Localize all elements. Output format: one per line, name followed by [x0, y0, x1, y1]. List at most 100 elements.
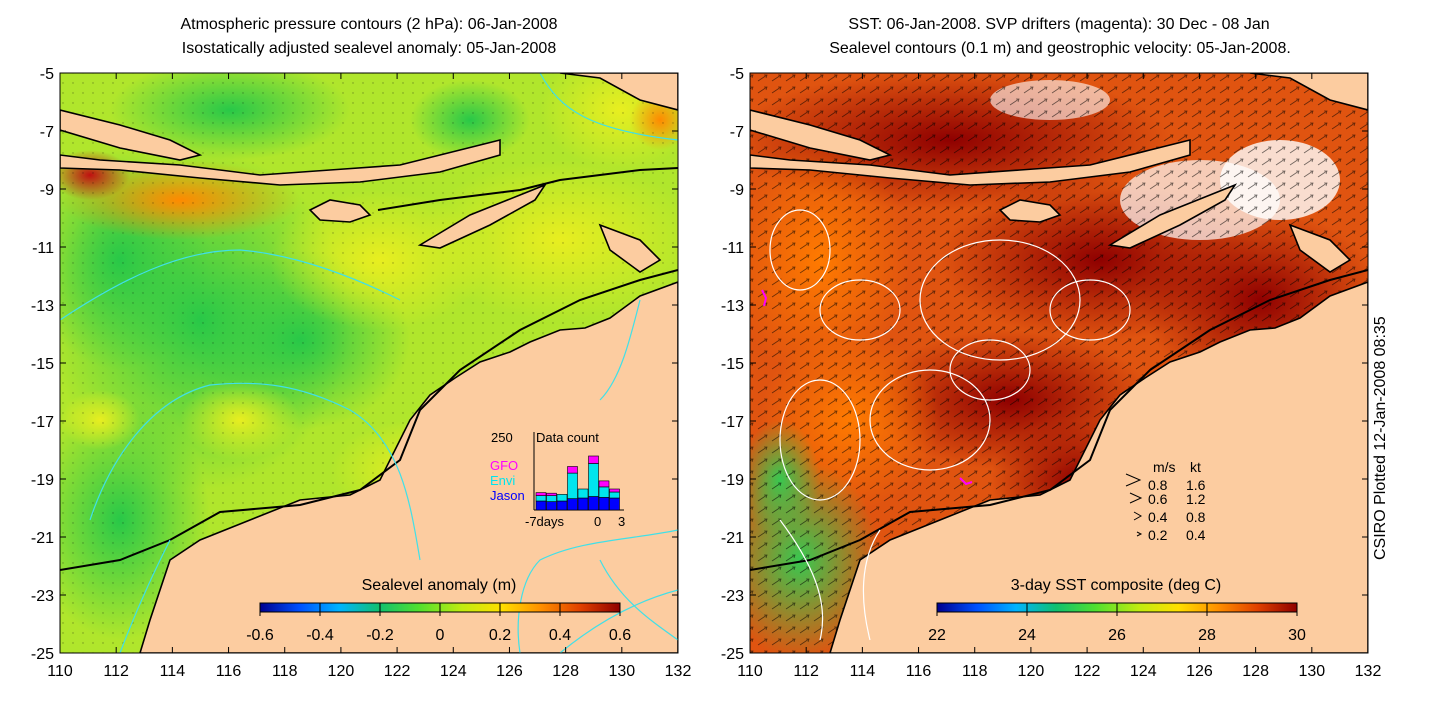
right-xtick-label: 118 — [962, 663, 988, 680]
left-xtick-label: 130 — [608, 663, 635, 680]
drifter-track-2 — [959, 477, 973, 486]
left-colorbar-tick-label: -0.2 — [366, 627, 394, 644]
northern-islands-right — [1249, 73, 1368, 111]
inset-legend-gfo: GFO — [490, 458, 518, 473]
sumba-island — [308, 199, 372, 223]
inset-bar-gfo — [609, 488, 620, 493]
inset-bar-envi — [609, 491, 620, 499]
shelf-contour-2 — [377, 167, 678, 211]
left-ytick-label: -11 — [32, 240, 54, 257]
left-ytick-label: -19 — [31, 472, 54, 489]
right-map: m/s kt 0.8 1.6 0.6 1.2 0.4 0.8 0.2 0.4 — [750, 73, 1368, 653]
inset-bar-jason — [609, 497, 620, 511]
timor-island — [417, 183, 548, 249]
drifter-track — [761, 289, 768, 307]
left-ytick-label: -15 — [31, 356, 54, 373]
left-colorbar-tick-label: -0.6 — [246, 627, 274, 644]
inset-xtick-zero: 0 — [594, 514, 601, 529]
left-xtick-label: 128 — [552, 663, 579, 680]
left-ytick-label: -21 — [31, 530, 54, 547]
left-xtick-label: 122 — [384, 663, 411, 680]
left-ytick-label: -7 — [40, 124, 54, 141]
right-colorbar-tick-label: 22 — [928, 627, 946, 644]
flores-island — [60, 138, 501, 186]
inset-bar-envi — [577, 488, 589, 499]
inset-bar-envi — [598, 486, 610, 498]
inset-ymax: 250 — [491, 430, 513, 445]
inset-bar-envi — [535, 495, 547, 502]
northern-islands — [559, 73, 678, 111]
right-xtick-label: 124 — [1130, 663, 1157, 680]
vel-row0-ms: 0.8 — [1148, 477, 1168, 493]
left-colorbar-tick-label: 0.4 — [549, 627, 571, 644]
velocity-legend: m/s kt 0.8 1.6 0.6 1.2 0.4 0.8 0.2 0.4 — [1125, 459, 1206, 543]
left-xtick-label: 120 — [328, 663, 355, 680]
left-xtick-label: 110 — [47, 663, 73, 680]
inset-bar-gfo — [546, 492, 557, 496]
right-ytick-label: -9 — [730, 182, 744, 199]
vel-header-ms: m/s — [1153, 459, 1176, 475]
right-xtick-label: 110 — [737, 663, 763, 680]
axes: 110 112 114 116 118 120 122 124 126 128 130 132 -5 -7… — [31, 66, 1382, 680]
left-ytick-label: -23 — [31, 588, 54, 605]
left-ytick-label: -17 — [31, 414, 54, 431]
left-colorbar-tick-label: 0.6 — [609, 627, 631, 644]
left-xtick-label: 118 — [272, 663, 298, 680]
inset-bar-envi — [588, 463, 599, 497]
inset-bar-envi — [556, 494, 568, 502]
inset-bar-gfo — [588, 455, 599, 464]
right-ytick-label: -25 — [721, 646, 744, 663]
inset-bar-jason — [546, 501, 557, 511]
data-count-inset: 250 Data count GFO Envi Jason -7days 0 3 — [490, 430, 625, 529]
inset-xtick-start: -7days — [525, 514, 565, 529]
left-colorbar: Sealevel anomaly (m) -0.6 -0.4 -0.2 0 0.2 0.4… — [246, 577, 631, 644]
left-xtick-label: 132 — [665, 663, 692, 680]
vel-row0-kt: 1.6 — [1186, 477, 1206, 493]
left-colorbar-tick-label: 0.2 — [489, 627, 511, 644]
right-ytick-label: -21 — [721, 530, 744, 547]
right-xtick-label: 132 — [1355, 663, 1382, 680]
sumba-island-right — [998, 199, 1062, 223]
left-xtick-label: 126 — [496, 663, 523, 680]
shelf-contour-right — [750, 269, 1368, 571]
inset-title: Data count — [536, 430, 599, 445]
left-ytick-label: -25 — [31, 646, 54, 663]
right-xtick-label: 120 — [1018, 663, 1045, 680]
vel-row2-ms: 0.4 — [1148, 509, 1168, 525]
inset-bar-jason — [577, 497, 589, 511]
right-colorbar-label: 3-day SST composite (deg C) — [1011, 577, 1221, 594]
left-ytick-label: -9 — [40, 182, 54, 199]
timor-island-right — [1107, 183, 1238, 249]
inset-bar-jason — [598, 497, 610, 511]
inset-bar-jason — [535, 500, 547, 511]
right-colorbar-tick-label: 28 — [1198, 627, 1216, 644]
right-title-line1: SST: 06-Jan-2008. SVP drifters (magenta)… — [848, 16, 1270, 33]
right-ytick-label: -23 — [721, 588, 744, 605]
right-ytick-label: -13 — [721, 298, 744, 315]
left-colorbar-tick-label: 0 — [436, 627, 445, 644]
left-ytick-label: -5 — [40, 66, 54, 83]
australia-land — [139, 281, 678, 653]
left-colorbar-label: Sealevel anomaly (m) — [362, 577, 517, 594]
right-ytick-label: -15 — [721, 356, 744, 373]
inset-bar-gfo — [567, 466, 578, 474]
inset-bar-jason — [556, 500, 568, 511]
left-title-line2: Isostatically adjusted sealevel anomaly:… — [181, 40, 557, 57]
right-xtick-label: 128 — [1242, 663, 1269, 680]
right-ytick-label: -17 — [721, 414, 744, 431]
right-ytick-label: -19 — [721, 472, 744, 489]
right-xtick-label: 130 — [1298, 663, 1325, 680]
aru-coast-right — [1288, 223, 1352, 273]
inset-bar-jason — [567, 498, 578, 511]
flores-island-right — [750, 138, 1191, 186]
left-map: 250 Data count GFO Envi Jason -7days 0 3 — [60, 73, 678, 653]
left-colorbar-tick-label: -0.4 — [306, 627, 334, 644]
right-xtick-label: 114 — [850, 663, 876, 680]
inset-bar-jason — [588, 496, 599, 511]
right-xtick-label: 122 — [1074, 663, 1101, 680]
java-island-right — [750, 109, 893, 161]
java-island — [60, 109, 203, 161]
vel-row1-kt: 1.2 — [1186, 491, 1206, 507]
right-colorbar-tick-label: 30 — [1288, 627, 1306, 644]
